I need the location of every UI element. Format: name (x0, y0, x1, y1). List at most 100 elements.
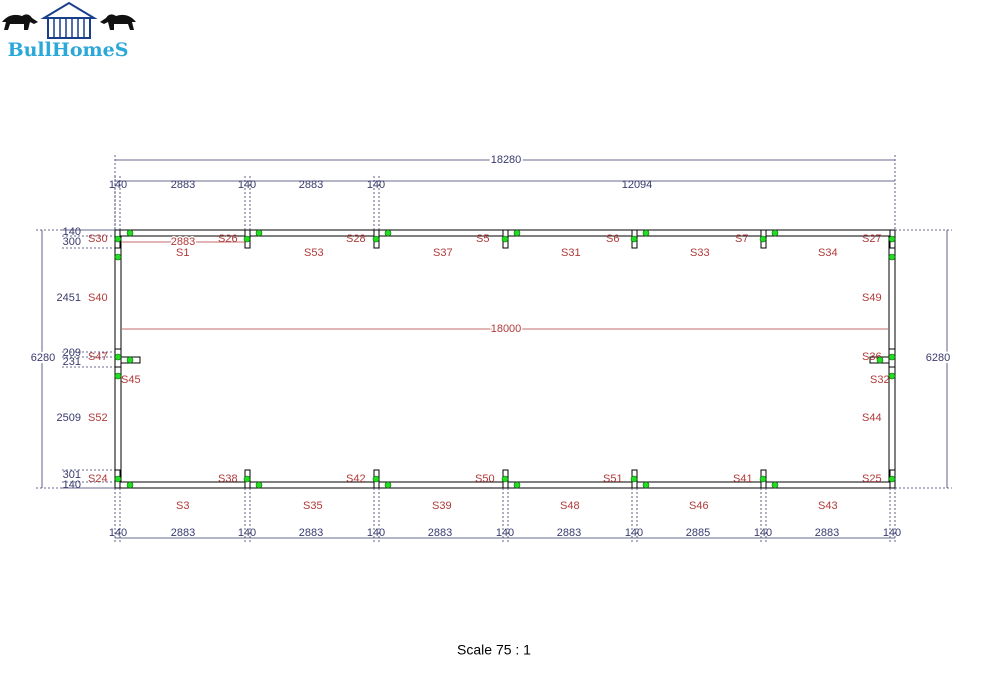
connector-dot (372, 235, 380, 243)
connector-dot (630, 235, 638, 243)
member-label: S37 (433, 247, 453, 259)
dimension-label: 140 (109, 179, 127, 191)
member-label: S52 (88, 412, 108, 424)
connector-dot (759, 235, 767, 243)
connector-dot (888, 372, 896, 380)
member-label: S26 (218, 233, 238, 245)
member-label: S1 (176, 247, 189, 259)
dimension-label: 140 (883, 527, 901, 539)
logo-text: BullHomeS (8, 39, 129, 61)
dimension-label: 140 (367, 527, 385, 539)
connector-dot (384, 481, 392, 489)
dimension-label: 2509 (57, 412, 81, 424)
member-label: S49 (862, 292, 882, 304)
member-label: S7 (735, 233, 748, 245)
member-label: S39 (432, 500, 452, 512)
member-label: S6 (606, 233, 619, 245)
dimension-label: 140 (367, 179, 385, 191)
connector-dot (114, 372, 122, 380)
dimension-label: 140 (63, 226, 81, 238)
connector-dot (888, 235, 896, 243)
logo-icon (2, 1, 136, 39)
connector-dot (372, 475, 380, 483)
member-label: S5 (476, 233, 489, 245)
dimension-label: 140 (63, 479, 81, 491)
dimension-label: 2883 (299, 179, 323, 191)
member-label: S43 (818, 500, 838, 512)
dimension-label: 2883 (428, 527, 452, 539)
dimension-label: 2883 (815, 527, 839, 539)
dimension-label: 6280 (926, 352, 950, 364)
connector-dot (243, 235, 251, 243)
connector-dot (630, 475, 638, 483)
member-label: S32 (870, 374, 890, 386)
connector-dot (759, 475, 767, 483)
member-label: S45 (121, 374, 141, 386)
dimension-label: 2883 (171, 179, 195, 191)
member-label: S33 (690, 247, 710, 259)
member-label: S48 (560, 500, 580, 512)
dimension-label: 140 (496, 527, 514, 539)
dimension-label: 231 (63, 356, 81, 368)
member-label: S42 (346, 473, 366, 485)
member-label: S30 (88, 233, 108, 245)
dimension-label: 2883 (171, 527, 195, 539)
connector-dot (126, 229, 134, 237)
inner-dimension: 18000 (491, 323, 522, 335)
connector-dot (501, 235, 509, 243)
member-label: S34 (818, 247, 838, 259)
member-label: S44 (862, 412, 882, 424)
member-label: S28 (346, 233, 366, 245)
member-label: S41 (733, 473, 753, 485)
connector-dot (114, 253, 122, 261)
dimension-label: 140 (238, 179, 256, 191)
dimension-label: 301 (63, 469, 81, 481)
dimension-label: 140 (109, 527, 127, 539)
member-label: S31 (561, 247, 581, 259)
dimension-label: 2885 (686, 527, 710, 539)
dimension-label: 6280 (31, 352, 55, 364)
inner-dimension: 2883 (171, 236, 195, 248)
scale-label: Scale 75 : 1 (457, 642, 531, 658)
connector-dot (501, 475, 509, 483)
connector-dot (114, 235, 122, 243)
dimension-label: 12094 (622, 179, 653, 191)
connector-dot (255, 229, 263, 237)
member-label: S51 (603, 473, 623, 485)
member-label: S53 (304, 247, 324, 259)
dimension-label: 300 (63, 236, 81, 248)
member-label: S38 (218, 473, 238, 485)
member-label: S24 (88, 473, 108, 485)
dimension-label: 18280 (491, 154, 522, 166)
dimension-label: 209 (63, 347, 81, 359)
connector-dot (126, 481, 134, 489)
dimension-label: 140 (754, 527, 772, 539)
connector-dot (876, 356, 884, 364)
connector-dot (126, 356, 134, 364)
member-label: S36 (862, 351, 882, 363)
connector-dot (642, 229, 650, 237)
member-label: S40 (88, 292, 108, 304)
member-label: S25 (862, 473, 882, 485)
member-label: S50 (475, 473, 495, 485)
connector-dot (114, 475, 122, 483)
connector-dot (114, 353, 122, 361)
member-label: S46 (689, 500, 709, 512)
dimension-label: 2883 (299, 527, 323, 539)
dimension-label: 2883 (557, 527, 581, 539)
connector-dot (513, 229, 521, 237)
connector-dot (771, 229, 779, 237)
member-label: S47 (88, 351, 108, 363)
connector-dot (243, 475, 251, 483)
member-label: S35 (303, 500, 323, 512)
connector-dot (513, 481, 521, 489)
member-label: S3 (176, 500, 189, 512)
dimension-label: 140 (238, 527, 256, 539)
connector-dot (888, 353, 896, 361)
connector-dot (642, 481, 650, 489)
connector-dot (771, 481, 779, 489)
dimension-label: 2451 (57, 292, 81, 304)
member-label: S27 (862, 233, 882, 245)
